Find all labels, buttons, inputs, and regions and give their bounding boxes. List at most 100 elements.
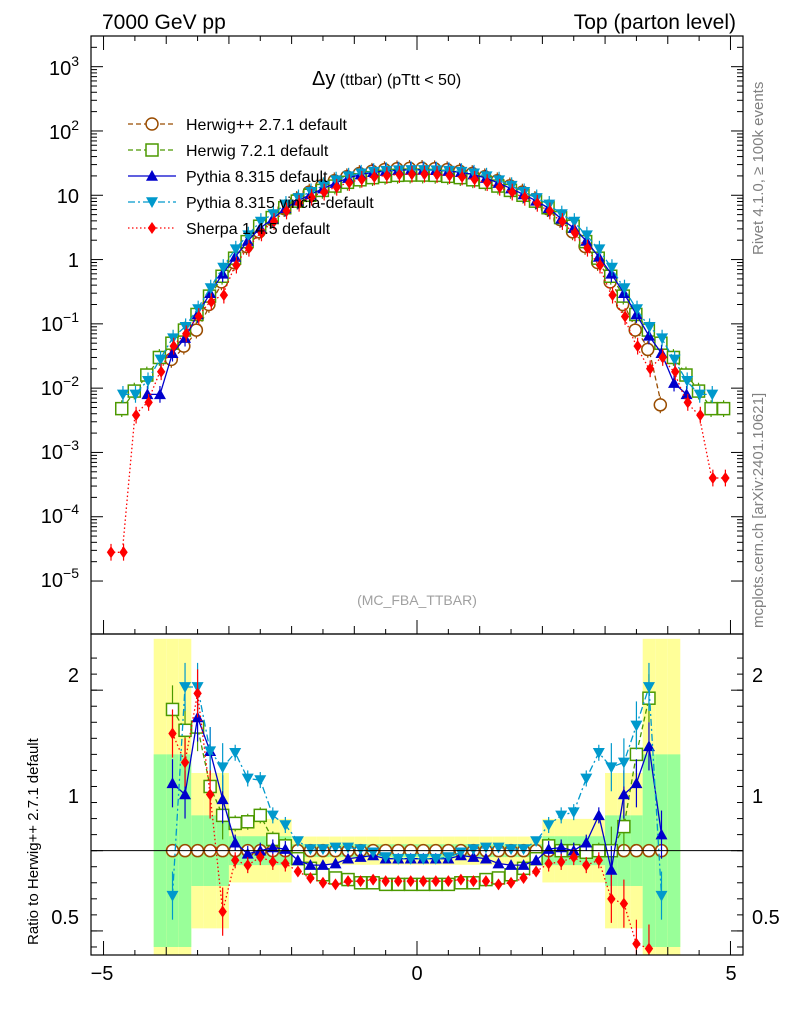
ratio-y-tick-label-0.5: 0.5 [51,907,79,929]
ratio-point [204,746,217,758]
rivet-label: Rivet 4.1.0, ≥ 100k events [750,82,767,255]
data-point [370,170,379,183]
ratio-point [556,855,566,868]
data-point [593,244,606,256]
ratio-point [605,863,618,875]
ratio-point [316,844,329,856]
ratio-point [266,810,279,822]
ratio-point [304,859,317,870]
data-point [182,327,191,340]
data-point [445,169,454,182]
ratio-point [644,942,654,955]
data-point [708,472,718,485]
ratio-y-axis-label: Ratio to Herwig++ 2.7.1 default [25,737,42,945]
ratio-point [240,815,255,829]
data-point [645,362,655,375]
ratio-point [555,841,568,853]
data-point [166,347,179,358]
data-point [681,376,694,387]
data-point [704,401,718,416]
data-point [608,289,617,302]
data-point [583,242,592,255]
data-point [656,333,669,345]
ratio-point [607,892,616,905]
data-point [592,250,605,262]
ratio-point [594,854,604,867]
data-point [595,259,605,272]
data-point [207,295,216,308]
data-point [332,181,341,194]
data-point [129,389,142,401]
ratio-point [342,852,355,864]
main-series-group [106,159,731,561]
data-point [232,259,241,272]
ratio-point [354,844,367,856]
ratio-point [243,859,252,872]
ratio-point [179,788,192,800]
ratio-point [216,762,229,774]
ratio-point [218,905,227,918]
legend-marker [145,117,159,131]
ratio-point [291,836,304,848]
ratio-y-tick-label-2-right: 2 [752,665,763,687]
data-point [633,340,642,353]
legend-label: Sherpa 1.4.5 default [186,221,331,238]
legend-entry-pythia-8-315-vincia-default: Pythia 8.315 vincia-default [128,195,374,212]
data-point [217,262,230,274]
ratio-point [531,865,541,878]
ratio-point [492,842,505,854]
data-point [631,304,644,316]
data-point [219,289,229,302]
ratio-point [368,873,378,886]
ratio-point [306,871,315,884]
ratio-point [256,851,265,864]
data-point [269,215,279,228]
data-point [242,230,255,242]
ratio-point [582,859,591,872]
data-point [570,226,580,239]
ratio-point [655,890,668,902]
mcplots-label: mcplots.cern.ch [arXiv:2401.10621] [750,393,767,628]
ratio-point [505,859,518,870]
data-point [131,409,141,422]
data-point [520,191,529,204]
x-tick-label-minus5: −5 [91,963,114,985]
y-tick-label-1e-5: 10−5 [41,565,79,592]
ratio-point [166,890,179,902]
data-point [658,351,667,364]
data-point [106,546,116,559]
data-point [706,389,719,401]
data-point [642,329,655,341]
data-point [282,204,291,217]
ratio-point [179,682,192,693]
ratio-y-tick-label-1-right: 1 [752,786,763,808]
ratio-point [417,853,430,865]
legend-marker [145,143,159,157]
x-tick-label-5: 5 [725,963,736,985]
legend-label: Herwig++ 2.7.1 default [186,117,348,134]
ratio-point [442,852,455,864]
data-point [457,170,467,183]
ratio-point [331,878,340,891]
ratio-point [241,847,254,859]
ratio-point [519,871,528,884]
data-point [643,321,656,333]
data-point [114,401,129,416]
ratio-point [444,875,453,888]
legend: Herwig++ 2.7.1 default Herwig 7.2.1 defau… [128,117,374,238]
ratio-point [580,773,593,785]
ratio-point [318,876,328,889]
data-point [580,230,593,242]
ratio-line-sherpa-1-4-5-default [171,693,650,950]
main-y-tick-labels: 103 102 10 1 10−1 10−2 10−3 10−4 10−5 [41,53,79,592]
ratio-series-sherpa-1-4-5-default [168,669,654,955]
ratio-point [469,875,478,888]
ratio-point [630,720,643,732]
legend-marker [146,197,158,208]
legend-entry-herwig-7-2-1-default: Herwig 7.2.1 default [128,143,329,160]
ratio-point [467,851,480,862]
ratio-point [479,842,492,854]
ratio-point [605,762,618,774]
ratio-series-group [165,662,669,955]
ratio-point [592,747,605,759]
